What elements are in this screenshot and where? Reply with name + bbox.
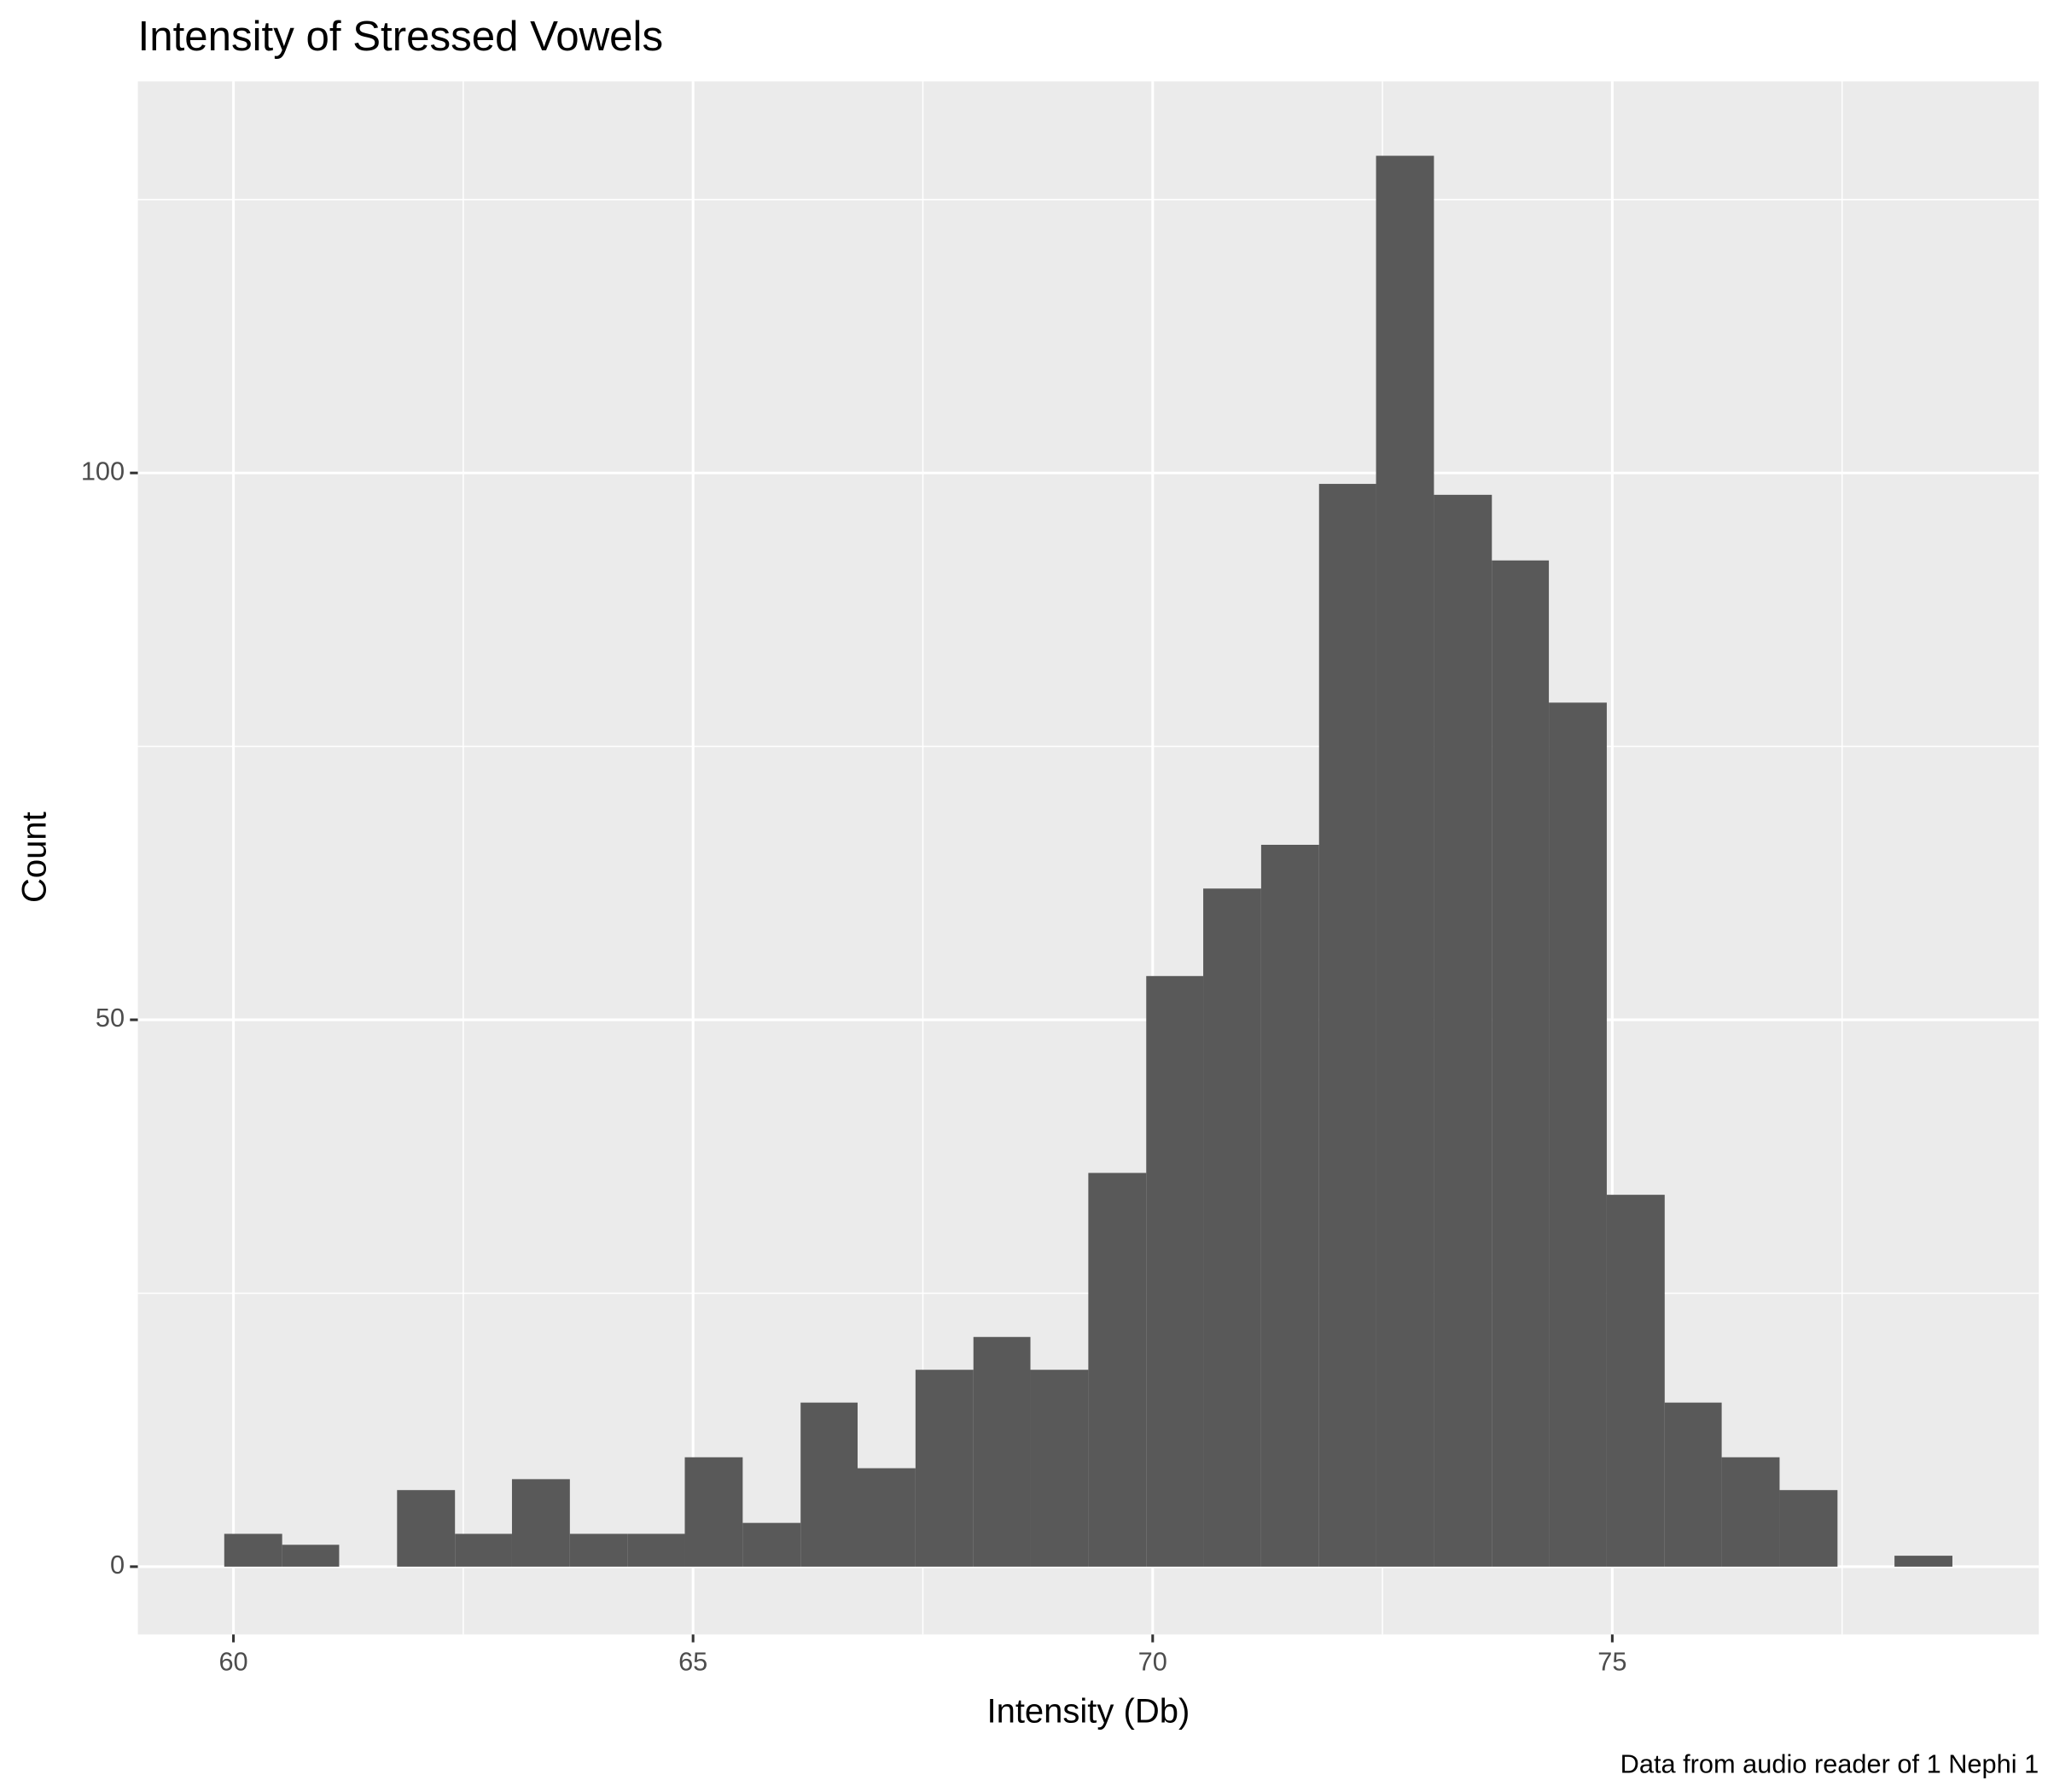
bar [627, 1533, 685, 1567]
chart-title: Intensity of Stressed Vowels [138, 13, 664, 60]
bar [1606, 1195, 1665, 1567]
bar [1721, 1457, 1780, 1567]
bar [800, 1402, 858, 1567]
bar [1260, 845, 1319, 1567]
bar [1434, 494, 1492, 1567]
bar [915, 1370, 974, 1567]
bar [973, 1336, 1031, 1567]
bar [1146, 975, 1204, 1567]
bar [1894, 1556, 1952, 1567]
bar [1549, 702, 1607, 1567]
bar [1779, 1490, 1838, 1567]
bar [397, 1490, 456, 1567]
bar [1664, 1402, 1722, 1567]
x-tick-label: 60 [218, 1646, 247, 1676]
bar [455, 1533, 512, 1567]
y-tick-label: 100 [81, 456, 125, 486]
bar [1492, 560, 1550, 1567]
bar [282, 1545, 340, 1567]
bar [511, 1479, 570, 1567]
caption: Data from audio reader of 1 Nephi 1 [1620, 1748, 2039, 1778]
bar [858, 1468, 916, 1567]
bar [1318, 484, 1376, 1567]
bar [684, 1457, 743, 1567]
bar [1203, 888, 1261, 1567]
x-tick-label: 75 [1597, 1646, 1626, 1676]
bar [1088, 1172, 1147, 1567]
bar [742, 1522, 801, 1567]
x-tick-label: 65 [678, 1646, 707, 1676]
y-axis-label: Count [16, 812, 54, 903]
bar [224, 1533, 282, 1567]
x-axis-label: Intensity (Db) [986, 1692, 1190, 1730]
y-tick-label: 50 [96, 1003, 125, 1033]
x-tick-label: 70 [1138, 1646, 1167, 1676]
bar [1376, 155, 1434, 1567]
bar [569, 1533, 628, 1567]
bar [1030, 1370, 1089, 1567]
y-tick-label: 0 [110, 1550, 125, 1580]
